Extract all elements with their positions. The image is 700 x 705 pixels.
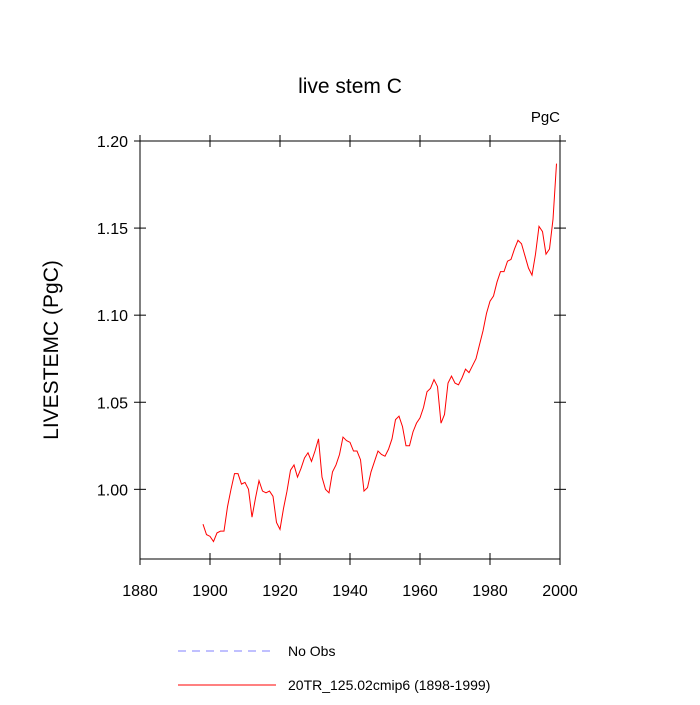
- y-tick-label: 1.00: [97, 482, 128, 499]
- x-tick-label: 1940: [332, 583, 368, 600]
- data-line: [202, 163, 557, 543]
- legend-label: 20TR_125.02cmip6 (1898-1999): [288, 677, 490, 693]
- y-tick-label: 1.10: [97, 308, 128, 325]
- x-tick-label: 1900: [192, 583, 228, 600]
- legend-label: No Obs: [288, 643, 335, 659]
- plot-frame: [139, 140, 561, 560]
- y-tick-label: 1.05: [97, 395, 128, 412]
- y-axis-label: LIVESTEMC (PgC): [40, 260, 63, 440]
- units-label: PgC: [531, 109, 560, 126]
- x-tick-label: 2000: [542, 583, 578, 600]
- x-tick-label: 1920: [262, 583, 298, 600]
- x-tick-label: 1980: [472, 583, 508, 600]
- y-tick-label: 1.20: [97, 134, 128, 151]
- x-tick-label: 1880: [122, 583, 158, 600]
- x-tick-label: 1960: [402, 583, 438, 600]
- y-tick-label: 1.15: [97, 221, 128, 238]
- chart-title: live stem C: [298, 75, 402, 98]
